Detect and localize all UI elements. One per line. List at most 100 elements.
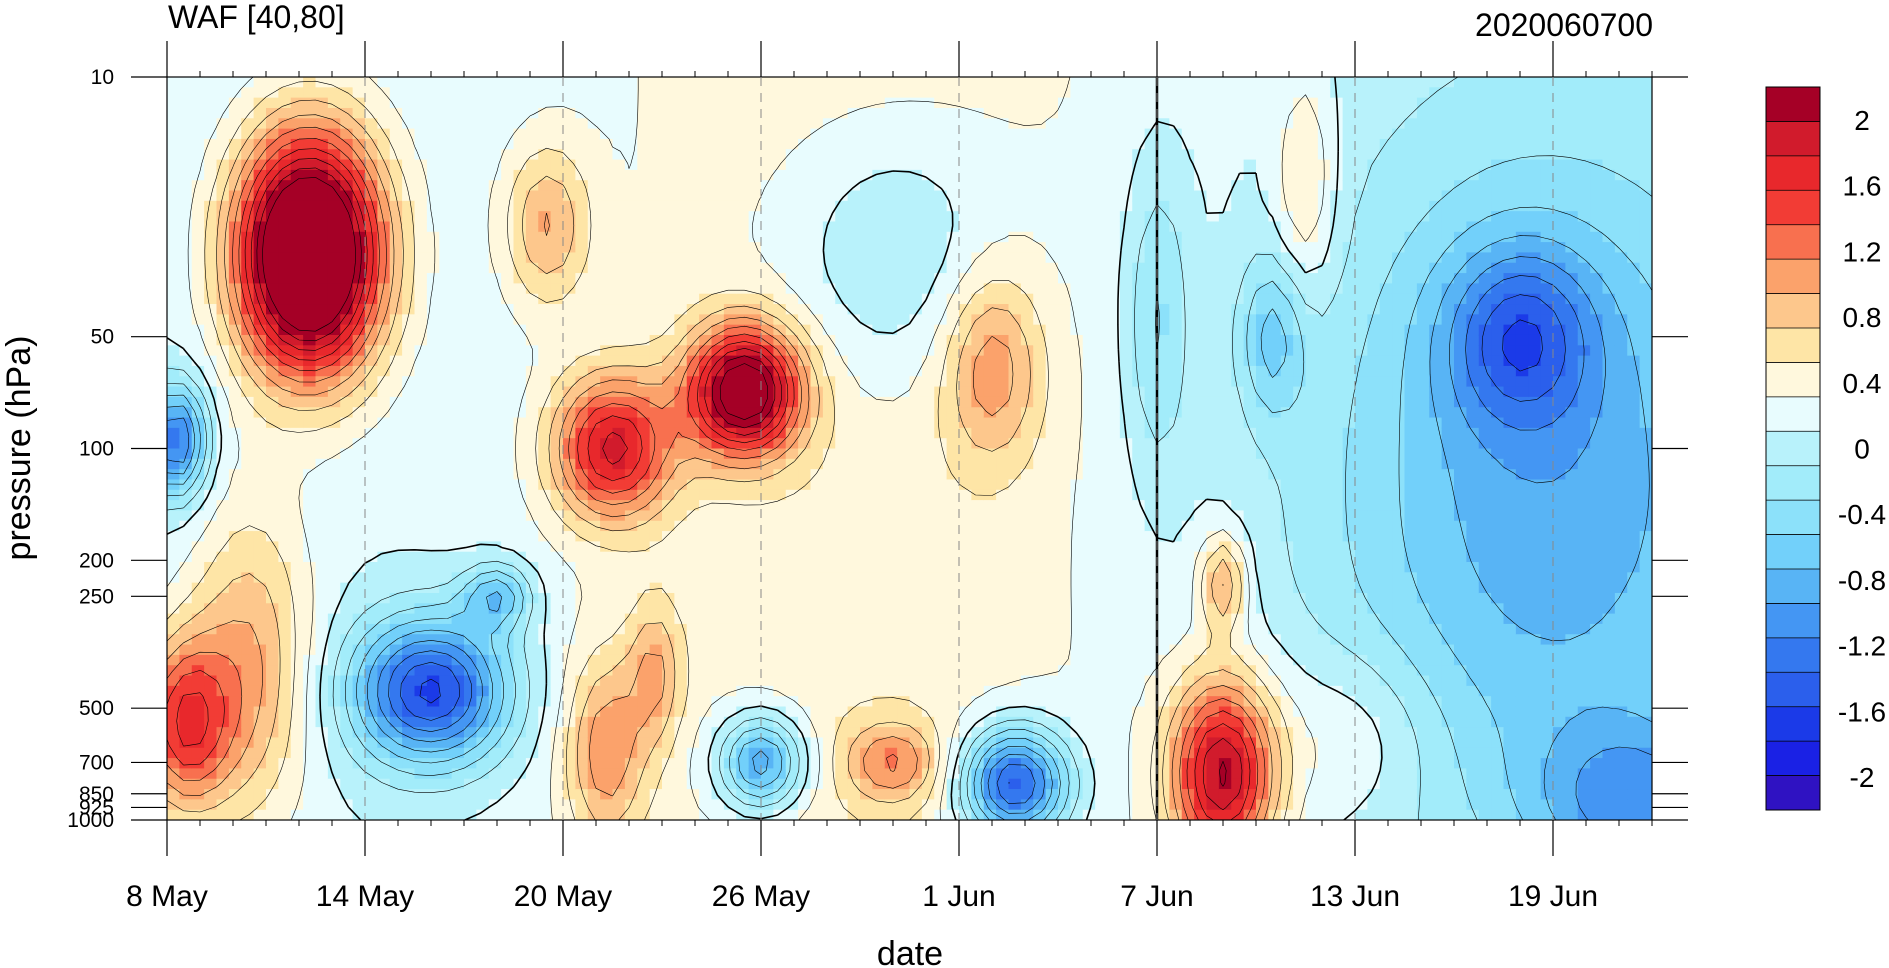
field-cell: [352, 365, 366, 377]
field-cell: [822, 665, 836, 677]
field-cell: [204, 314, 218, 326]
field-cell: [513, 149, 527, 161]
field-cell: [686, 685, 700, 697]
field-cell: [761, 200, 774, 212]
field-cell: [959, 386, 972, 398]
field-cell: [934, 334, 948, 346]
field-cell: [872, 252, 886, 264]
field-cell: [216, 747, 230, 759]
field-cell: [773, 355, 787, 367]
field-cell: [216, 716, 230, 728]
field-cell: [488, 169, 502, 181]
field-cell: [897, 572, 911, 584]
field-cell: [810, 654, 824, 666]
field-cell: [612, 438, 626, 450]
field-cell: [612, 582, 626, 594]
field-cell: [872, 562, 886, 573]
field-cell: [884, 211, 898, 223]
field-cell: [501, 479, 515, 491]
field-cell: [971, 334, 985, 346]
field-cell: [847, 242, 861, 254]
field-cell: [476, 231, 490, 243]
field-cell: [921, 582, 935, 594]
field-cell: [860, 665, 873, 677]
field-cell: [402, 190, 416, 202]
field-cell: [290, 572, 304, 584]
field-cell: [365, 551, 378, 563]
field-cell: [550, 283, 564, 295]
field-cell: [847, 304, 861, 315]
field-cell: [290, 118, 304, 130]
field-cell: [612, 469, 626, 481]
field-cell: [216, 479, 230, 491]
field-cell: [835, 149, 849, 161]
field-cell: [921, 665, 935, 677]
field-cell: [563, 407, 576, 419]
field-cell: [179, 438, 193, 450]
field-cell: [179, 623, 193, 635]
field-cell: [167, 809, 180, 820]
field-cell: [426, 789, 440, 800]
field-cell: [835, 562, 849, 573]
field-cell: [884, 262, 898, 274]
field-cell: [525, 77, 539, 88]
field-cell: [414, 118, 428, 130]
field-cell: [822, 97, 836, 109]
field-cell: [736, 448, 750, 460]
field-cell: [303, 706, 317, 718]
field-cell: [266, 789, 279, 800]
field-cell: [748, 572, 762, 584]
field-cell: [897, 789, 911, 800]
field-cell: [228, 448, 242, 460]
field-cell: [884, 345, 898, 357]
field-cell: [637, 758, 651, 769]
field-cell: [216, 334, 230, 346]
field-cell: [550, 293, 564, 305]
field-cell: [909, 128, 923, 140]
field-cell: [377, 789, 391, 800]
field-cell: [649, 551, 663, 563]
field-cell: [179, 665, 193, 677]
field-cell: [377, 582, 391, 594]
field-cell: [315, 696, 329, 708]
field-cell: [649, 242, 663, 254]
field-cell: [773, 407, 787, 419]
field-cell: [340, 221, 354, 233]
field-cell: [711, 345, 725, 357]
field-cell: [773, 448, 787, 460]
field-cell: [810, 572, 824, 584]
field-cell: [476, 190, 490, 202]
field-cell: [513, 613, 527, 625]
field-cell: [662, 479, 675, 491]
field-cell: [785, 427, 799, 439]
field-cell: [290, 200, 304, 212]
field-cell: [711, 334, 725, 346]
field-cell: [761, 138, 774, 150]
field-cell: [921, 376, 935, 388]
field-cell: [662, 231, 675, 243]
field-cell: [228, 118, 242, 130]
field-cell: [538, 211, 552, 223]
field-cell: [686, 417, 700, 429]
field-cell: [290, 190, 304, 202]
field-cell: [167, 613, 180, 625]
field-cell: [810, 293, 824, 305]
field-cell: [946, 778, 960, 790]
field-cell: [934, 747, 948, 759]
field-cell: [785, 758, 799, 769]
field-cell: [253, 252, 267, 264]
field-cell: [649, 799, 663, 811]
field-cell: [649, 169, 663, 181]
field-cell: [860, 324, 873, 336]
field-cell: [835, 510, 849, 522]
field-cell: [327, 211, 341, 223]
field-cell: [971, 438, 985, 450]
field-cell: [167, 665, 180, 677]
field-cell: [216, 128, 230, 140]
field-cell: [934, 520, 948, 532]
field-cell: [934, 489, 948, 501]
field-cell: [996, 768, 1010, 780]
field-cell: [785, 613, 799, 625]
field-cell: [810, 427, 824, 439]
field-cell: [167, 334, 180, 346]
